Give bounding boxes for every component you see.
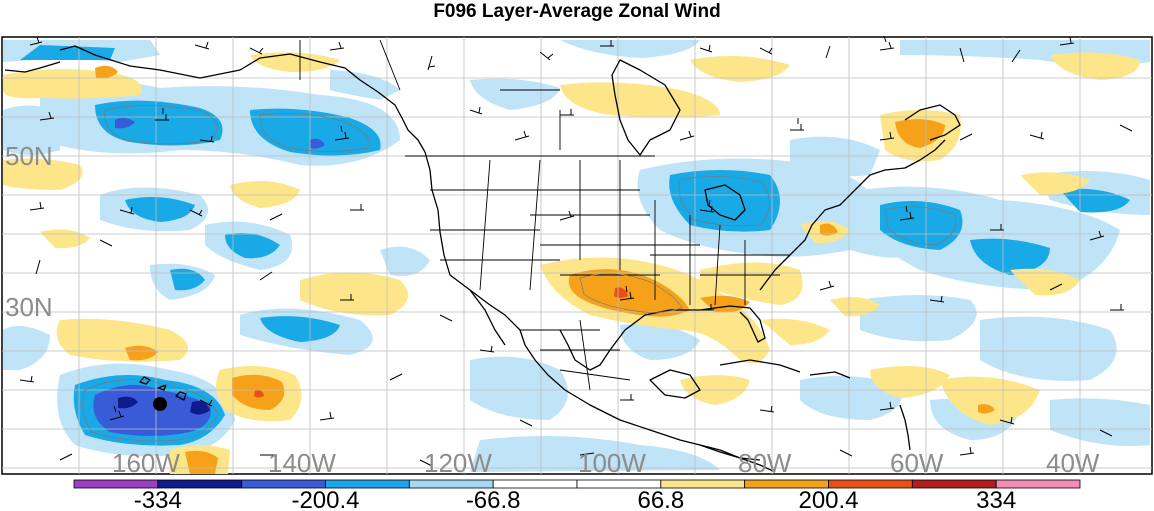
lon-label-100w: 100W	[578, 448, 646, 478]
lon-label-80w: 80W	[738, 448, 792, 478]
lon-labels: 160W 140W 120W 100W 80W 60W 40W	[112, 448, 1100, 478]
shading-layer	[3, 40, 1150, 474]
lon-label-120w: 120W	[424, 448, 492, 478]
hawaii-3	[175, 391, 187, 401]
colorbar-swatch	[995, 479, 1081, 489]
lat-label-30n: 30N	[5, 292, 53, 322]
hawaii-2	[157, 384, 167, 391]
location-dot	[153, 397, 167, 411]
colorbar-label: 334	[976, 487, 1016, 511]
lon-label-60w: 60W	[890, 448, 944, 478]
west-coast	[424, 151, 761, 461]
lesser-antilles	[899, 404, 911, 451]
coastlines	[4, 45, 961, 473]
hudson	[611, 59, 681, 156]
colorbar: -334 -200.4 -66.8 66.8 200.4 334	[73, 479, 1081, 511]
map-title: F096 Layer-Average Zonal Wind	[433, 1, 721, 22]
caribbean-cuba	[719, 359, 801, 373]
lon-label-40w: 40W	[1046, 448, 1100, 478]
central-america	[699, 444, 776, 473]
colorbar-label: -200.4	[291, 487, 359, 511]
red-regions	[254, 287, 628, 398]
borders	[299, 39, 790, 391]
wind-barbs	[19, 35, 1133, 467]
great-lakes	[704, 184, 746, 221]
lon-label-140w: 140W	[268, 448, 336, 478]
colorbar-label: 200.4	[798, 487, 858, 511]
colorbar-label: -66.8	[466, 487, 521, 511]
canada-east	[904, 104, 961, 141]
hispaniola	[809, 371, 851, 379]
lon-label-160w: 160W	[112, 448, 180, 478]
baja-peninsula	[469, 289, 506, 346]
yucatan	[649, 369, 701, 399]
colorbar-label: -334	[134, 487, 182, 511]
colorbar-label: 66.8	[637, 487, 684, 511]
hawaii-1	[139, 376, 151, 385]
navy-regions	[118, 396, 210, 415]
east-coast	[759, 139, 946, 291]
lat-label-50n: 50N	[5, 141, 53, 171]
contours	[82, 105, 957, 442]
aleutians	[4, 61, 61, 73]
gulf-coast	[559, 305, 766, 371]
graticule	[2, 37, 1152, 474]
alaska-coast	[59, 45, 426, 153]
